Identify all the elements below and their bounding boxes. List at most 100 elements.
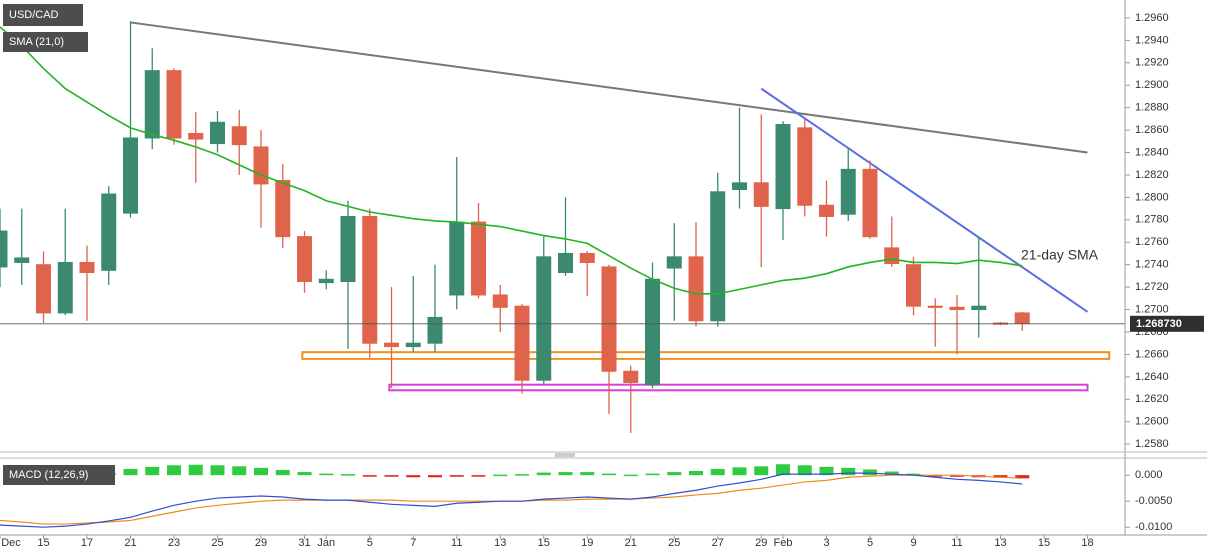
trendline: [760, 87, 1089, 313]
macd-histogram-bar: [362, 475, 377, 477]
candle-body: [123, 137, 138, 214]
y-tick-label: 1.2620: [1135, 393, 1169, 405]
candle-body: [732, 182, 747, 191]
macd-histogram-bar: [732, 467, 747, 476]
support-zone: [301, 351, 1111, 360]
macd-histogram-bar: [188, 464, 203, 476]
y-tick-label: 1.2860: [1135, 124, 1169, 136]
macd-histogram-bar: [210, 465, 225, 476]
macd-histogram-bar: [232, 466, 247, 476]
sma-legend: SMA (21,0): [9, 36, 64, 48]
macd-histogram-bar: [754, 466, 769, 476]
x-tick-label: 3: [823, 537, 829, 549]
macd-y-tick-label: 0.000: [1135, 469, 1163, 481]
candle-body: [645, 278, 660, 386]
macd-histogram-bar: [993, 475, 1008, 478]
macd-histogram-bar: [384, 475, 399, 477]
candle-body: [210, 121, 225, 145]
candle-body: [797, 127, 813, 206]
sma-annotation: 21-day SMA: [1021, 247, 1099, 263]
macd-histogram-bar: [123, 468, 138, 476]
y-tick-label: 1.2660: [1135, 348, 1169, 360]
macd-histogram-bar: [580, 472, 595, 476]
macd-histogram-bar: [623, 474, 638, 477]
y-tick-label: 1.2820: [1135, 169, 1169, 181]
candle-body: [579, 252, 595, 263]
candle-body: [253, 146, 269, 185]
candle-body: [427, 316, 443, 344]
macd-histogram-bar: [1015, 475, 1030, 479]
candle-body: [14, 257, 30, 263]
macd-histogram-bar: [449, 475, 464, 477]
y-tick-label: 1.2940: [1135, 34, 1169, 46]
trendline: [130, 21, 1088, 154]
candle-body: [906, 264, 921, 307]
macd-histogram-bar: [689, 471, 703, 476]
x-tick-label: 21: [625, 537, 637, 549]
x-tick-label: Jan: [317, 537, 335, 549]
candle-body: [362, 215, 378, 344]
macd-histogram-bar: [471, 475, 486, 477]
macd-histogram-bar: [297, 472, 312, 476]
x-tick-label: 19: [581, 537, 593, 549]
panel-handle[interactable]: [555, 453, 575, 457]
x-tick-label: 31: [298, 537, 310, 549]
macd-legend: MACD (12,26,9): [9, 469, 88, 481]
macd-histogram-bar: [667, 472, 682, 476]
x-tick-label: 15: [37, 537, 49, 549]
y-tick-label: 1.2840: [1135, 146, 1169, 158]
candle-body: [971, 305, 987, 311]
x-tick-label: 17: [81, 537, 93, 549]
candle-body: [558, 252, 573, 274]
candle-body: [601, 266, 617, 372]
y-tick-label: 1.2800: [1135, 191, 1169, 203]
y-tick-label: 1.2600: [1135, 416, 1169, 428]
candle-body: [318, 278, 334, 284]
candle-body: [384, 342, 399, 348]
candle-body: [340, 215, 356, 283]
last-price-label: 1.268730: [1136, 318, 1182, 330]
x-tick-label: 5: [367, 537, 373, 549]
chart-title: USD/CAD: [9, 9, 59, 21]
macd-histogram-bar: [254, 467, 268, 476]
candle-body: [471, 221, 486, 296]
macd-histogram-bar: [645, 473, 660, 476]
candle-body: [927, 305, 943, 308]
candle-body: [949, 306, 965, 311]
macd-histogram-bar: [167, 465, 181, 476]
candle-body: [188, 132, 204, 140]
y-tick-label: 1.2640: [1135, 371, 1169, 383]
axes: 1.25801.26001.26201.26401.26601.26801.27…: [0, 12, 1204, 549]
macd-histogram-bar: [776, 464, 790, 476]
x-tick-label: 18: [1081, 537, 1093, 549]
y-tick-label: 1.2700: [1135, 303, 1169, 315]
macd-histogram-bar: [710, 468, 725, 476]
candle-body: [0, 230, 8, 268]
candle-body: [666, 256, 682, 269]
support-zone: [388, 383, 1089, 392]
candle-body: [710, 191, 726, 322]
macd-histogram-bar: [602, 473, 616, 476]
symbol-box: [3, 4, 83, 26]
macd-histogram-bar: [928, 475, 943, 477]
candle-body: [623, 370, 639, 383]
macd-box: [3, 465, 115, 485]
macd-histogram-bar: [819, 466, 834, 476]
x-tick-label: 13: [994, 537, 1006, 549]
x-tick-label: 15: [1038, 537, 1050, 549]
last-price-box: [1130, 315, 1204, 332]
macd-histogram-bar: [950, 475, 964, 477]
macd-histogram-bar: [145, 466, 160, 476]
y-tick-label: 1.2580: [1135, 438, 1169, 450]
y-tick-label: 1.2740: [1135, 259, 1169, 271]
macd-histogram-bar: [493, 474, 508, 477]
candle-body: [819, 204, 834, 217]
candle-body: [884, 247, 900, 265]
x-tick-label: 27: [712, 537, 724, 549]
x-tick-label: 9: [910, 537, 916, 549]
macd-line: [0, 472, 1023, 528]
candle-body: [405, 342, 421, 348]
candle-body: [57, 261, 73, 314]
